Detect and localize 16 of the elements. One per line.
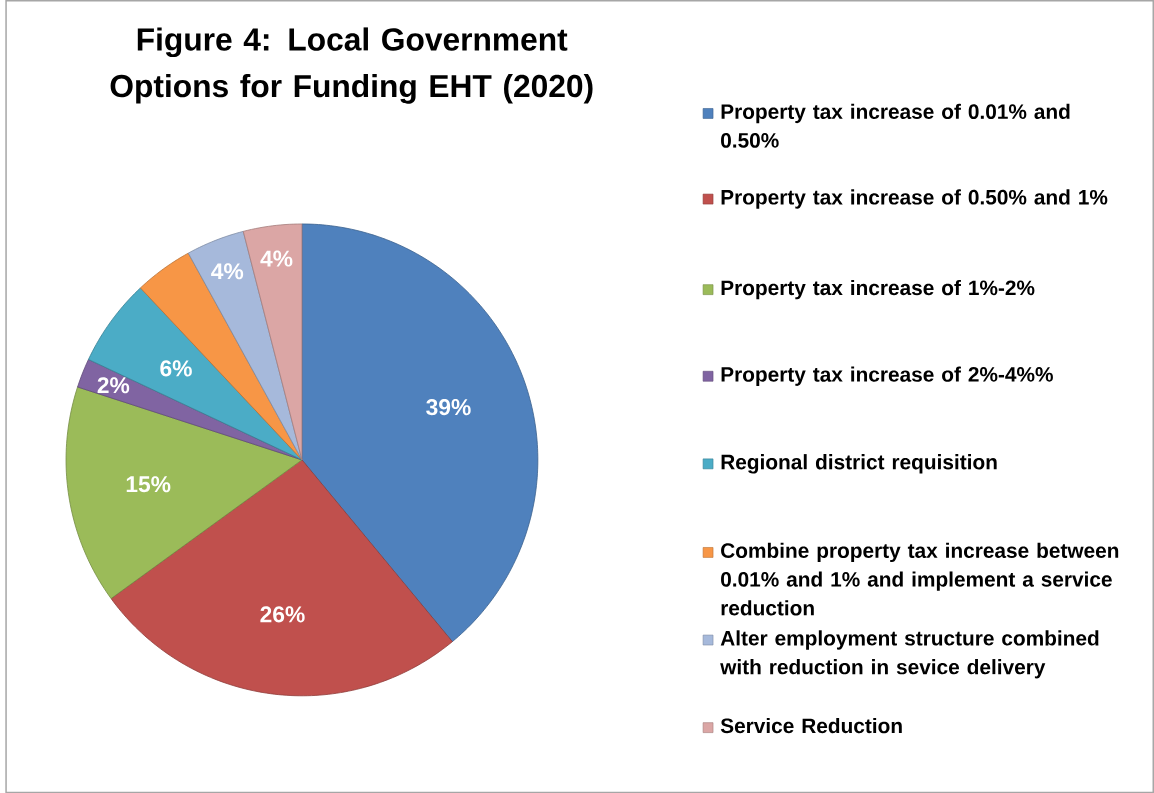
legend-label: Service Reduction [720,717,902,734]
data-label: 6% [160,360,192,377]
chart-title: Figure 4: Local Government Options for Funding EHT (2020) [110,27,593,104]
data-label: 15% [126,476,171,493]
data-label: 4% [260,250,293,267]
legend-label: Property tax increase of 1%-2% [721,279,1035,300]
legend-label: Property tax increase of 0.01% and 0.50% [721,103,1070,148]
legend-label: Property tax increase of 0.50% and 1% [721,189,1108,209]
data-label: 39% [426,398,471,416]
legend-label: Combine property tax increase between 0.01% and 1% and implement a service reduction [721,542,1119,616]
legend-label: Alter employment structure combined with reduction in sevice delivery [720,630,1099,679]
legend-label: Property tax increase of 2%-4%% [721,366,1053,386]
data-label: 2% [97,376,130,394]
data-label: 26% [260,606,305,623]
data-label: 4% [211,263,244,280]
legend-label: Regional district requisition [721,453,997,474]
